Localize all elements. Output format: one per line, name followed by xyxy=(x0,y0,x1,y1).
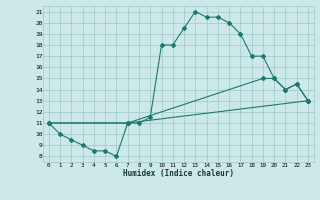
X-axis label: Humidex (Indice chaleur): Humidex (Indice chaleur) xyxy=(123,169,234,178)
